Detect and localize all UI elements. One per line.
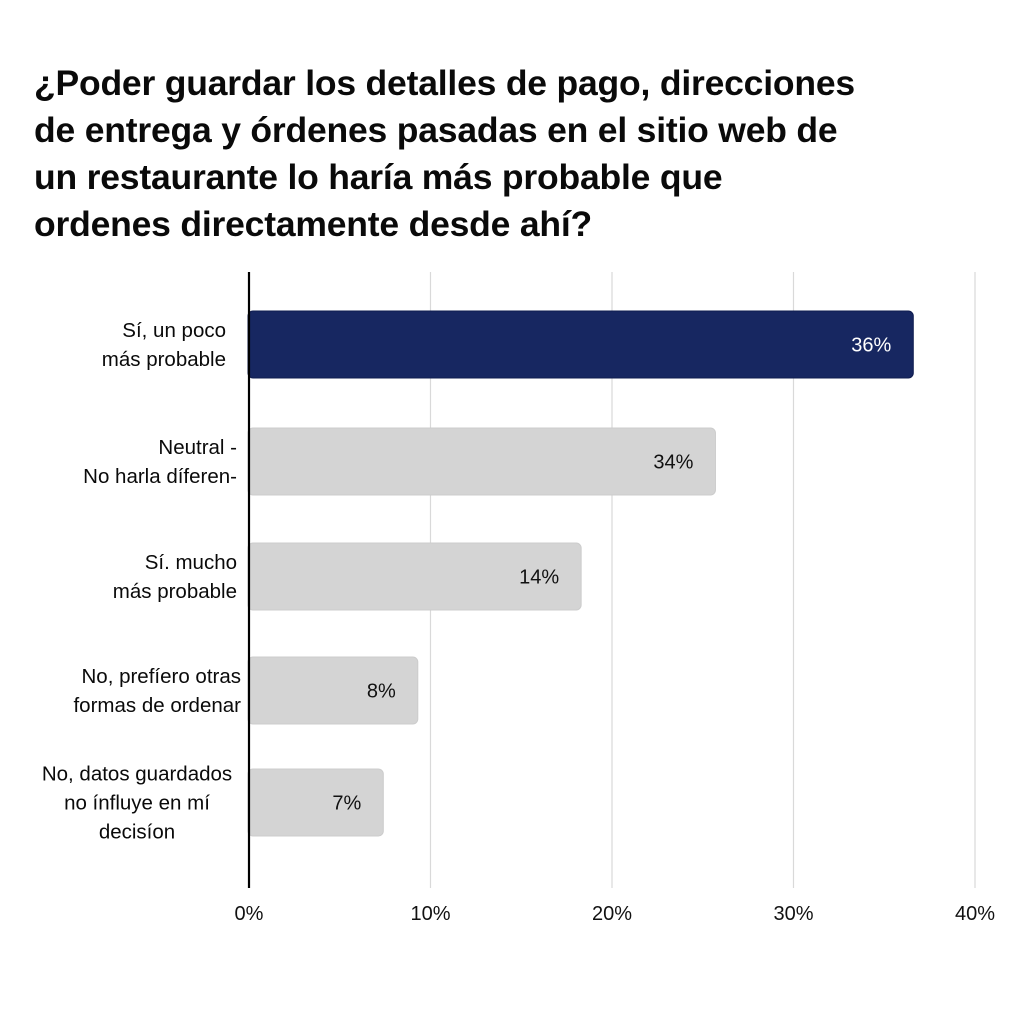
chart-title: ¿Poder guardar los detalles de pago, dir… (34, 60, 994, 248)
bar-value-label: 34% (653, 452, 693, 474)
bar-value-label: 36% (851, 335, 891, 357)
bar (247, 768, 384, 837)
category-label: No, datos guardados (42, 763, 232, 786)
chart-title-line: ordenes directamente desde ahí? (34, 204, 593, 244)
bar-value-label: 7% (332, 793, 361, 815)
bar-value-label: 14% (519, 567, 559, 589)
category-labels: Sí, un poco más probable Neutral - No harla… (42, 319, 241, 844)
bar (247, 427, 716, 496)
category-label: más probable (102, 348, 226, 371)
x-tick-label: 20% (592, 903, 632, 925)
x-tick-label: 30% (773, 903, 813, 925)
bar (247, 310, 914, 379)
x-tick-label: 0% (235, 903, 264, 925)
category-label: Sí. mucho (145, 551, 237, 574)
category-label: No, prefíero otras (81, 665, 241, 688)
bars: 36% 34% 14% 8% 7% (247, 310, 914, 837)
category-label: decisíon (99, 821, 175, 844)
x-tick-labels: 0% 10% 20% 30% 40% (235, 903, 996, 925)
bar-value-label: 8% (367, 681, 396, 703)
category-label: más probable (113, 580, 237, 603)
category-label: No harla díferen- (83, 465, 237, 488)
x-tick-label: 10% (410, 903, 450, 925)
category-label: no ínfluye en mí (64, 792, 210, 815)
chart-title-line: un restaurante lo haría más probable que (34, 157, 723, 197)
category-label: formas de ordenar (73, 694, 241, 717)
chart-title-line: de entrega y órdenes pasadas en el sitio… (34, 110, 838, 150)
category-label: Sí, un poco (122, 319, 226, 342)
chart-title-line: ¿Poder guardar los detalles de pago, dir… (34, 63, 855, 103)
category-label: Neutral - (158, 436, 237, 459)
x-tick-label: 40% (955, 903, 995, 925)
